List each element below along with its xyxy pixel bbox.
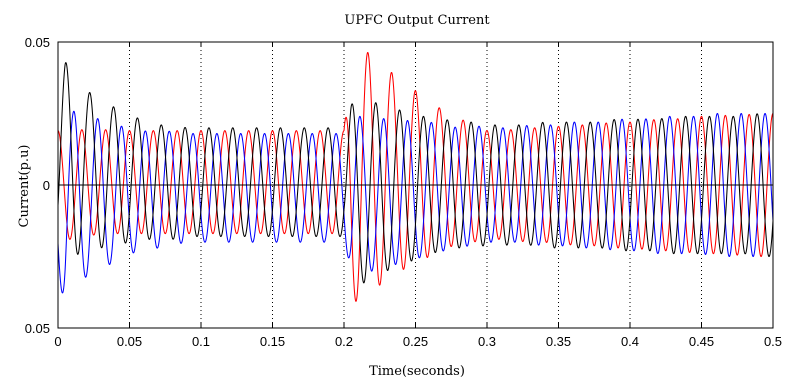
- x-axis-label: Time(seconds): [369, 364, 465, 379]
- axis-layer: 0 0.05 0.1 0.15 0.2 0.25 0.3 0.35 0.4 0.45 0.5 0.05…: [25, 35, 782, 349]
- x-tick-label: 0.5: [764, 334, 782, 349]
- series-layer: [57, 51, 774, 302]
- x-tick-label: 0.35: [546, 334, 571, 349]
- x-tick-label: 0.05: [117, 334, 142, 349]
- x-tick-label: 0.45: [689, 334, 714, 349]
- x-tick-label: 0.15: [260, 334, 285, 349]
- x-tick-label: 0.3: [478, 334, 496, 349]
- y-tick-label: 0: [43, 178, 50, 193]
- x-tick-label: 0.4: [621, 334, 639, 349]
- chart-title: UPFC Output Current: [344, 13, 490, 28]
- y-tick-label: 0.05: [25, 321, 50, 336]
- x-tick-label: 0.2: [335, 334, 353, 349]
- plot-area: 0 0.05 0.1 0.15 0.2 0.25 0.3 0.35 0.4 0.45 0.5 0.05…: [25, 35, 782, 349]
- x-tick-label: 0.25: [403, 334, 428, 349]
- x-tick-label: 0.1: [192, 334, 210, 349]
- y-tick-label: 0.05: [25, 35, 50, 50]
- series-line-3: [57, 62, 774, 284]
- x-tick-label: 0: [54, 334, 61, 349]
- y-axis-label: Current(p.u): [17, 144, 32, 227]
- series-line-1: [57, 51, 774, 302]
